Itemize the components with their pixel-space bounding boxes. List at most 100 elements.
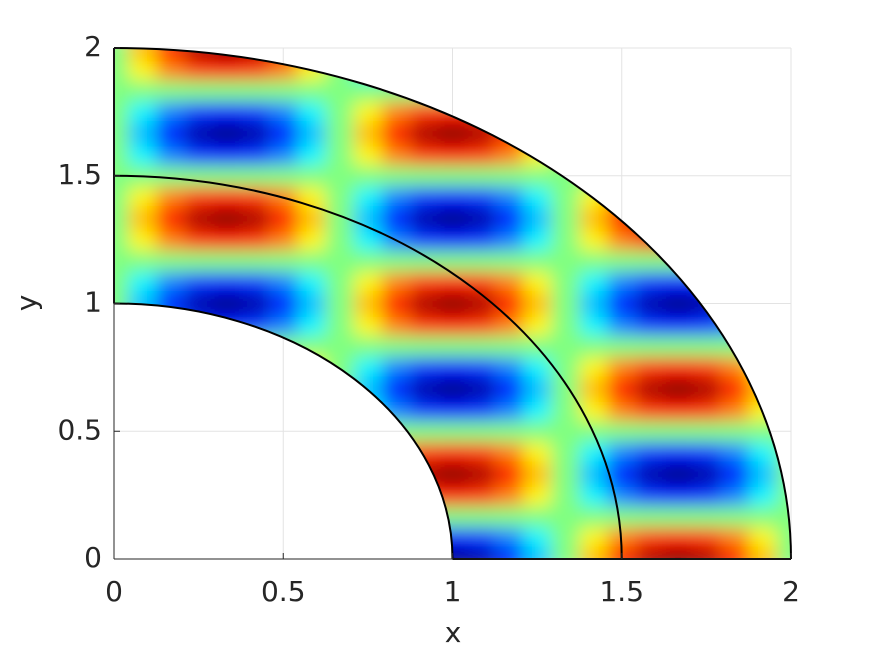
field-cell (212, 229, 242, 251)
field-cell (635, 314, 665, 336)
field-cell (607, 441, 637, 464)
field-cell (240, 207, 270, 230)
field-cell (128, 484, 157, 507)
field-cell (607, 463, 637, 486)
field-cell (692, 271, 721, 294)
field-cell (664, 484, 693, 507)
field-cell (297, 207, 327, 230)
y-tick-label: 0 (84, 541, 102, 574)
field-cell (523, 271, 552, 294)
field-cell (664, 335, 693, 358)
field-cell (523, 207, 552, 230)
field-cell (692, 548, 721, 559)
field-cell (635, 292, 665, 315)
axes: 0 0.5 1 1.5 2 0 0.5 1 1.5 2 (57, 30, 799, 608)
field-cell (664, 441, 693, 464)
field-cell (438, 229, 468, 251)
field-cell (692, 229, 721, 251)
field-cell (410, 79, 439, 102)
field-cell (748, 143, 778, 166)
field-cell (438, 335, 468, 358)
field-cell (523, 165, 552, 187)
field-cell (353, 165, 383, 187)
field-cell (297, 101, 327, 123)
field-cell (523, 122, 552, 145)
field-cell (466, 420, 496, 443)
field-cell (381, 292, 411, 315)
field-cell (381, 335, 411, 358)
field-cell (748, 441, 778, 464)
field-cell (240, 441, 270, 464)
field-cell (494, 463, 524, 486)
field-cell (353, 527, 383, 549)
field-cell (523, 229, 552, 251)
field-cell (635, 207, 665, 230)
field-cell (438, 484, 468, 507)
field-cell (607, 377, 637, 400)
field-cell (156, 463, 186, 486)
field-cell (720, 399, 750, 422)
field-cell (212, 207, 242, 230)
field-cell (635, 122, 665, 145)
field-cell (410, 441, 439, 464)
field-cell (692, 79, 721, 102)
field-cell (156, 505, 186, 528)
field-cell (494, 292, 524, 315)
field-cell (494, 165, 524, 187)
field-cell (353, 271, 383, 294)
field-cell (523, 377, 552, 400)
field-cell (184, 527, 214, 549)
field-cell (297, 463, 327, 486)
field-cell (410, 229, 439, 251)
field-cell (128, 79, 157, 102)
field-cell (748, 484, 778, 507)
field-cell (551, 79, 580, 102)
field-cell (353, 250, 383, 273)
field-cell (720, 441, 750, 464)
field-cell (410, 399, 439, 422)
field-cell (692, 484, 721, 507)
field-cell (156, 271, 186, 294)
field-cell (635, 548, 665, 559)
field-cell (297, 441, 327, 464)
field-cell (297, 186, 327, 209)
field-cell (381, 271, 411, 294)
field-cell (114, 229, 129, 251)
field-cell (156, 79, 186, 102)
field-cell (607, 420, 637, 443)
field-cell (635, 484, 665, 507)
y-tick-label: 1 (84, 286, 102, 319)
field-cell (438, 186, 468, 209)
field-cell (269, 143, 298, 166)
field-cell (184, 58, 214, 81)
field-cell (551, 186, 580, 209)
field-cell (551, 356, 580, 379)
field-cell (128, 399, 157, 422)
field-cell (466, 58, 496, 81)
field-cell (607, 335, 637, 358)
field-cell (128, 101, 157, 123)
field-cell (156, 186, 186, 209)
field-cell (325, 122, 355, 145)
field-cell (692, 463, 721, 486)
field-cell (579, 356, 609, 379)
field-cell (128, 143, 157, 166)
field-cell (297, 527, 327, 549)
field-cell (551, 335, 580, 358)
field-cell (635, 441, 665, 464)
field-cell (381, 356, 411, 379)
field-cell (720, 143, 750, 166)
field-cell (438, 122, 468, 145)
field-cell (635, 377, 665, 400)
field-cell (494, 271, 524, 294)
field-cell (353, 335, 383, 358)
field-cell (466, 399, 496, 422)
field-cell (720, 484, 750, 507)
field-cell (184, 271, 214, 294)
field-cell (353, 229, 383, 251)
field-cell (114, 186, 129, 209)
field-cell (297, 165, 327, 187)
field-cell (156, 377, 186, 400)
field-cell (748, 79, 778, 102)
field-cell (466, 441, 496, 464)
